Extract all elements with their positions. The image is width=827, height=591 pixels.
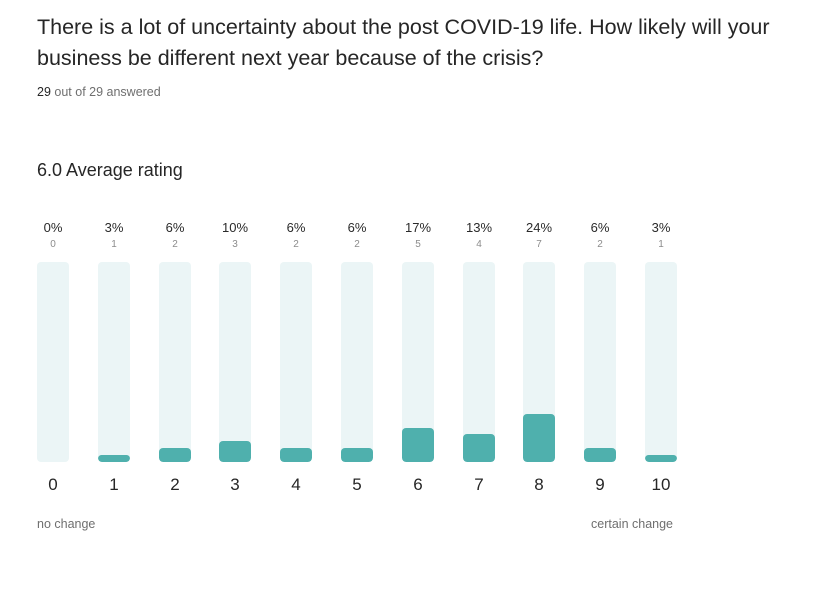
- answered-count: 29: [37, 85, 51, 99]
- rating-column-6: 17% 5 6: [388, 218, 448, 494]
- count-label: 5: [415, 239, 421, 250]
- rating-value-label: 6: [413, 475, 423, 494]
- percent-label: 10%: [221, 220, 249, 235]
- bar-fill: [523, 413, 555, 462]
- percent-label: 6%: [286, 220, 306, 235]
- bar-fill: [402, 427, 434, 462]
- rating-value-label: 7: [474, 475, 484, 494]
- count-label: 3: [232, 239, 238, 250]
- rating-column-0: 0% 0 0: [23, 218, 83, 494]
- count-label: 1: [658, 239, 664, 250]
- rating-value-label: 1: [109, 475, 119, 494]
- bar-track: [98, 262, 130, 462]
- rating-column-4: 6% 2 4: [266, 218, 326, 494]
- count-label: 2: [293, 239, 299, 250]
- bar-fill: [159, 448, 191, 462]
- count-label: 0: [50, 239, 56, 250]
- rating-value-label: 10: [651, 475, 671, 494]
- rating-value-label: 4: [291, 475, 301, 494]
- answered-suffix: out of 29 answered: [54, 85, 161, 99]
- rating-value-label: 0: [48, 475, 58, 494]
- percent-label: 6%: [347, 220, 367, 235]
- bar-fill: [219, 441, 251, 462]
- rating-column-7: 13% 4 7: [449, 218, 509, 494]
- rating-value-label: 2: [170, 475, 180, 494]
- count-label: 2: [597, 239, 603, 250]
- rating-column-5: 6% 2 5: [327, 218, 387, 494]
- rating-column-9: 6% 2 9: [570, 218, 630, 494]
- percent-label: 3%: [104, 220, 124, 235]
- percent-label: 0%: [43, 220, 63, 235]
- average-rating: 6.0 Average rating: [37, 160, 183, 180]
- rating-value-label: 3: [230, 475, 240, 494]
- answered-summary: 29 out of 29 answered: [37, 85, 161, 99]
- bar-track: [159, 262, 191, 462]
- rating-column-8: 24% 7 8: [509, 218, 569, 494]
- count-label: 1: [111, 239, 117, 250]
- rating-value-label: 5: [352, 475, 362, 494]
- rating-value-label: 8: [534, 475, 544, 494]
- rating-column-3: 10% 3 3: [205, 218, 265, 494]
- percent-label: 24%: [525, 220, 553, 235]
- bar-track: [219, 262, 251, 462]
- bar-track: [584, 262, 616, 462]
- question-title: There is a lot of uncertainty about the …: [37, 15, 770, 70]
- bar-fill: [341, 448, 373, 462]
- percent-label: 3%: [651, 220, 671, 235]
- scale-low-label: no change: [37, 517, 96, 531]
- rating-column-1: 3% 1 1: [84, 218, 144, 494]
- bar-track: [341, 262, 373, 462]
- percent-label: 13%: [465, 220, 493, 235]
- count-label: 2: [354, 239, 360, 250]
- bar-track: [402, 262, 434, 462]
- count-label: 4: [476, 239, 482, 250]
- rating-column-10: 3% 1 10: [631, 218, 691, 494]
- bar-track: [463, 262, 495, 462]
- count-label: 7: [536, 239, 542, 250]
- count-label: 2: [172, 239, 178, 250]
- bar-fill: [280, 448, 312, 462]
- percent-label: 17%: [404, 220, 432, 235]
- bar-fill: [98, 455, 130, 462]
- percent-label: 6%: [590, 220, 610, 235]
- percent-label: 6%: [165, 220, 185, 235]
- rating-column-2: 6% 2 2: [145, 218, 205, 494]
- bar-fill: [584, 448, 616, 462]
- scale-high-label: certain change: [591, 517, 674, 531]
- bar-track: [523, 262, 555, 462]
- bar-track: [645, 262, 677, 462]
- rating-value-label: 9: [595, 475, 605, 494]
- bar-fill: [463, 434, 495, 462]
- bar-track: [37, 262, 69, 462]
- bar-track: [280, 262, 312, 462]
- bar-fill: [645, 455, 677, 462]
